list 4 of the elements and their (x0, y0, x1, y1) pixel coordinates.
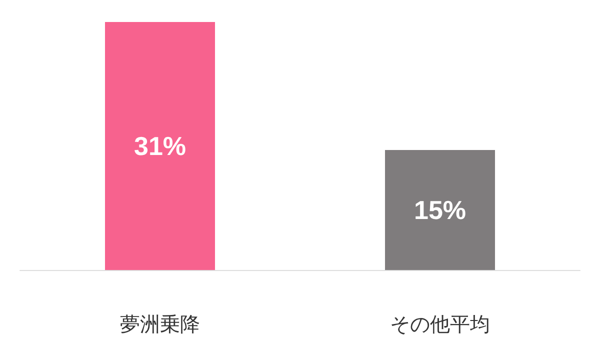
x-tick-label: 夢洲乗降 (120, 312, 200, 336)
x-tick-label: その他平均 (390, 312, 490, 336)
data-label: 31% (134, 131, 186, 161)
data-label: 15% (414, 195, 466, 225)
